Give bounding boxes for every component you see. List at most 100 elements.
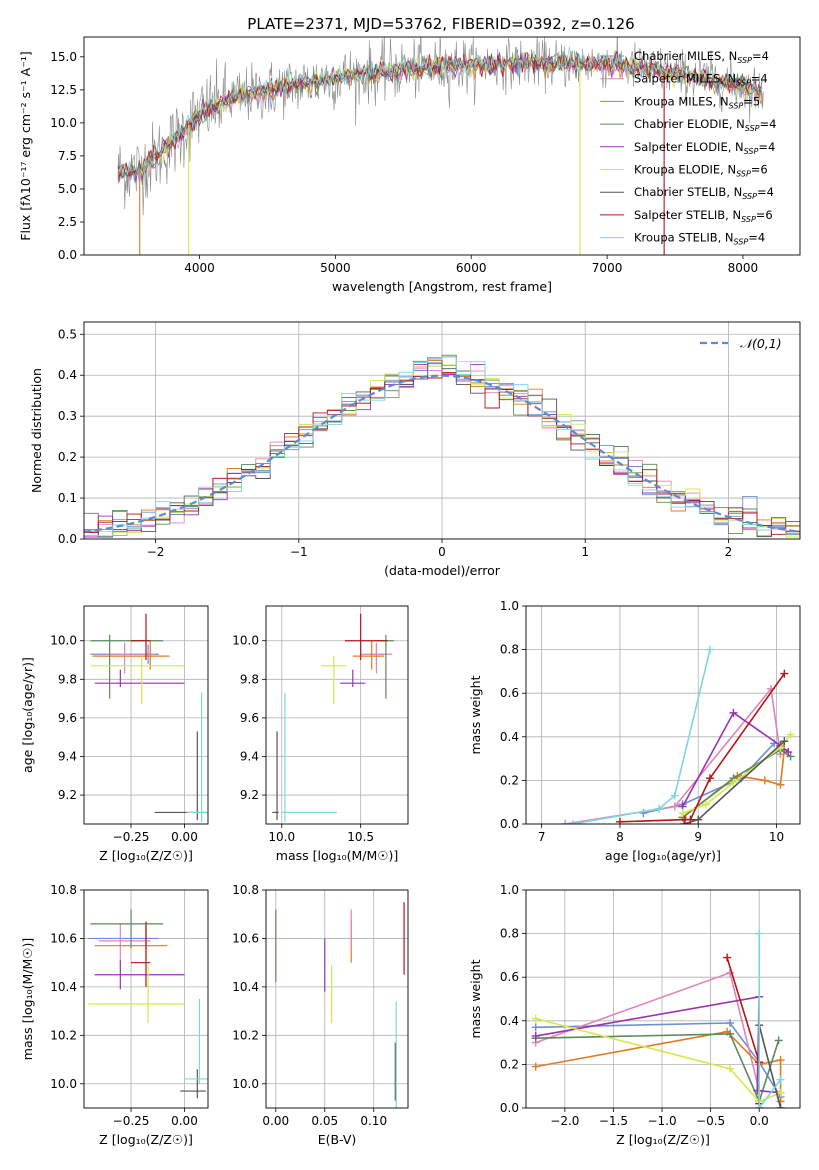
weight-line: [535, 995, 781, 1094]
weight-line: [535, 1017, 781, 1103]
y-tick-label: 9.2: [240, 788, 259, 802]
x-tick-label: 10.0: [268, 830, 295, 844]
weight-marker: [726, 1064, 735, 1073]
legend-entry: Chabrier ELODIE, NSSP=4: [634, 117, 776, 133]
y-tick-label: 15.0: [50, 50, 77, 64]
panel-age_vs_mass: 10.0 10.5 9.2 9.4 9.6 9.8 10.0 mass [log₁₀(M/M☉…: [232, 605, 409, 863]
y-tick-label: 0.3: [58, 409, 77, 423]
panel-mass_vs_EBV: 0.00 0.05 0.10 10.0 10.2 10.4 10.6 10.8 E(B-V): [232, 883, 409, 1147]
weight-line: [535, 1033, 780, 1104]
x-tick-label: 4000: [184, 261, 215, 275]
y-tick-label: 0.0: [500, 817, 519, 831]
y-tick-label: 0.0: [58, 532, 77, 546]
x-tick-label: 8: [616, 830, 624, 844]
weight-marker: [776, 1075, 785, 1084]
x-tick-label: 0.00: [262, 1114, 289, 1128]
weight-marker: [780, 669, 789, 678]
y-tick-label: 0.5: [58, 327, 77, 341]
x-tick-label: 0.00: [171, 830, 198, 844]
axes-frame: [83, 605, 209, 825]
y-tick-label: 12.5: [50, 83, 77, 97]
x-tick-label: −1.0: [647, 1114, 676, 1128]
y-tick-label: 0.8: [500, 643, 519, 657]
weight-marker: [694, 815, 703, 824]
axes-frame: [83, 321, 801, 540]
y-tick-label: 9.6: [58, 711, 77, 725]
y-tick-label: 0.6: [500, 686, 519, 700]
weight-marker: [680, 820, 689, 824]
residual-histogram: [84, 356, 800, 537]
y-tick-label: 9.8: [58, 672, 77, 686]
plot-area: [84, 606, 208, 824]
x-tick-label: −2: [147, 545, 165, 559]
residual-histogram: [84, 357, 800, 538]
weight-marker: [760, 776, 769, 785]
y-tick-label: 0.4: [500, 730, 519, 744]
x-axis-label: wavelength [Angstrom, rest frame]: [332, 279, 552, 294]
y-tick-label: 10.0: [232, 634, 259, 648]
x-axis-label: Z [log₁₀(Z/Z☉)]: [99, 848, 193, 863]
x-tick-label: 10.5: [347, 830, 374, 844]
weight-marker: [786, 752, 795, 761]
y-tick-label: 5.0: [58, 182, 77, 196]
weight-marker: [615, 817, 624, 824]
x-tick-label: 0.0: [750, 1114, 769, 1128]
x-axis-label: Z [log₁₀(Z/Z☉)]: [99, 1132, 193, 1147]
y-tick-label: 7.5: [58, 149, 77, 163]
weight-marker: [655, 804, 664, 813]
x-tick-label: 10: [769, 830, 784, 844]
weight-marker: [531, 1023, 540, 1032]
y-tick-label: 10.8: [232, 883, 259, 897]
weight-marker: [531, 1062, 540, 1071]
plot-area: [117, 37, 764, 255]
y-tick-label: 9.8: [240, 672, 259, 686]
weight-marker: [786, 730, 795, 739]
y-tick-label: 2.5: [58, 215, 77, 229]
weight-marker: [753, 1086, 762, 1095]
x-axis-label: Z [log₁₀(Z/Z☉)]: [616, 1132, 710, 1147]
weight-marker: [726, 1029, 735, 1038]
weight-marker: [723, 953, 732, 962]
model-spectrum: [117, 50, 763, 178]
weight-marker: [755, 1104, 764, 1108]
x-tick-label: −0.25: [113, 1114, 150, 1128]
x-tick-label: −1.5: [599, 1114, 628, 1128]
x-tick-label: −0.25: [113, 830, 150, 844]
y-tick-label: 0.0: [500, 1101, 519, 1115]
weight-marker: [755, 929, 764, 938]
y-tick-label: 0.6: [500, 970, 519, 984]
y-axis-label: mass weight: [468, 675, 483, 754]
y-tick-label: 10.8: [50, 883, 77, 897]
weight-line: [681, 711, 789, 807]
panel-spectrum: 4000 5000 6000 7000 8000 0.0 2.5 5.0 7.5 10.0 12.5…: [18, 36, 801, 294]
panel-weight_vs_Z: −2.0 −1.5 −1.0 −0.5 0.0 0.0 0.2 0.4 0.6 0.8 1.0 Z […: [468, 883, 801, 1147]
panel-weight_vs_age: 7 8 9 10 0.0 0.2 0.4 0.6 0.8 1.0 age [log₁₀(age/yr…: [468, 599, 801, 863]
weight-marker: [729, 778, 738, 787]
y-tick-label: 9.2: [58, 788, 77, 802]
plot-area: [84, 890, 208, 1108]
x-tick-label: 2: [725, 545, 733, 559]
y-axis-label: Flux [fλ10⁻¹⁷ erg cm⁻² s⁻¹ A⁻¹]: [18, 51, 33, 240]
figure-title: PLATE=2371, MJD=53762, FIBERID=0392, z=0…: [247, 15, 634, 33]
legend-entry: 𝒩(0,1): [740, 336, 782, 351]
y-tick-label: 0.2: [500, 1057, 519, 1071]
axes-frame: [525, 605, 801, 825]
weight-marker: [784, 748, 793, 757]
y-tick-label: 10.0: [50, 116, 77, 130]
x-tick-label: 0.10: [360, 1114, 387, 1128]
y-tick-label: 10.0: [50, 1077, 77, 1091]
plot-area: [84, 322, 800, 539]
plot-area: [526, 606, 800, 824]
y-tick-label: 10.0: [232, 1077, 259, 1091]
y-tick-label: 10.6: [232, 931, 259, 945]
y-tick-label: 9.6: [240, 711, 259, 725]
weight-marker: [780, 737, 789, 746]
x-tick-label: 7000: [592, 261, 623, 275]
x-tick-label: 6000: [456, 261, 487, 275]
y-tick-label: 10.0: [50, 634, 77, 648]
legend-entry: Salpeter STELIB, NSSP=6: [634, 208, 773, 224]
weight-marker: [686, 815, 695, 824]
weight-marker: [702, 800, 711, 809]
y-tick-label: 0.4: [500, 1014, 519, 1028]
weight-line: [682, 748, 792, 819]
